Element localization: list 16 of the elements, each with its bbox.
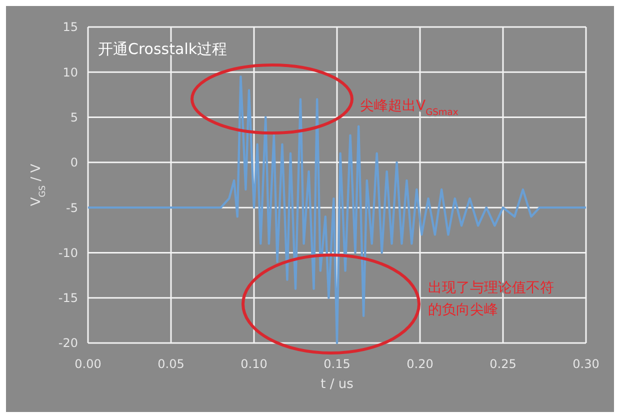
- y-tick-label: -20: [58, 336, 78, 350]
- y-tick-label: -5: [66, 200, 78, 215]
- x-tick-label: 0.10: [240, 357, 268, 371]
- y-tick-label: -10: [58, 246, 78, 260]
- y-tick-label: 5: [70, 110, 78, 124]
- y-tick-label: 15: [62, 20, 78, 34]
- y-tick-label: 10: [62, 65, 78, 80]
- x-tick-label: 0.00: [74, 357, 102, 371]
- x-tick-label: 0.20: [406, 357, 434, 371]
- x-tick-label: 0.25: [490, 357, 516, 371]
- x-tick-label: 0.30: [572, 357, 600, 371]
- y-tick-label: 0: [70, 156, 78, 170]
- y-tick-label: -15: [58, 291, 78, 306]
- x-tick-label: 0.05: [158, 357, 184, 371]
- x-tick-label: 0.15: [324, 357, 350, 371]
- x-axis-title: t / us: [320, 377, 354, 392]
